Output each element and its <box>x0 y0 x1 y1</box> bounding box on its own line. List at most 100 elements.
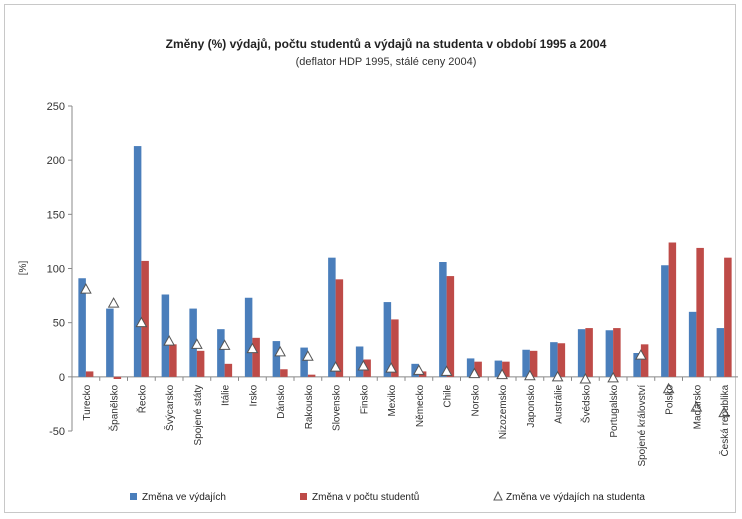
bar-students <box>529 350 538 377</box>
legend-swatch <box>493 490 503 501</box>
bar-students <box>557 343 566 377</box>
bar-expenditure <box>605 330 614 377</box>
bar-expenditure <box>217 329 225 377</box>
marker-per-student <box>163 335 175 346</box>
bar-students <box>668 242 677 377</box>
bar-expenditure <box>383 302 392 377</box>
marker-per-student <box>468 367 481 379</box>
marker-per-student <box>218 339 231 350</box>
x-category-label: Norsko <box>470 384 481 416</box>
marker-per-student <box>496 368 508 380</box>
marker-per-student <box>551 370 564 382</box>
chart-frame <box>4 4 736 513</box>
x-category-label: Dánsko <box>276 384 287 418</box>
x-category-label: Nizozemsko <box>498 384 509 439</box>
bar-expenditure <box>688 311 697 377</box>
y-tick-label: 250 <box>47 101 65 113</box>
bar-expenditure <box>439 262 447 377</box>
bar-expenditure <box>328 257 336 377</box>
bar-expenditure <box>661 265 669 377</box>
bar-students <box>85 371 94 377</box>
bar-expenditure <box>716 328 725 377</box>
marker-per-student <box>274 345 286 357</box>
bar-expenditure <box>300 347 308 377</box>
marker-per-student <box>607 371 619 383</box>
plot-area: -50 0 50 100 150 200 250 Turecko Španělsko Řecko Š… <box>47 101 738 467</box>
marker-per-student <box>579 372 592 384</box>
x-category-label: Austrálie <box>554 384 565 423</box>
marker-per-student <box>107 297 120 308</box>
legend-label: Změna ve výdajích <box>142 492 226 503</box>
x-category-label: Portugalsko <box>609 384 620 437</box>
bar-students <box>474 361 482 377</box>
marker-per-student <box>246 342 259 354</box>
bar-students <box>613 328 621 377</box>
marker-per-student <box>80 283 92 294</box>
chart-title: Změny (%) výdajů, počtu studentů a výdaj… <box>166 37 607 51</box>
bar-expenditure <box>633 353 641 377</box>
bar-students <box>224 363 233 377</box>
bar-expenditure <box>355 346 364 377</box>
y-tick-label: 0 <box>59 372 65 384</box>
bar-students <box>640 344 649 377</box>
marker-per-student <box>302 350 314 361</box>
x-category-label: Španělsko <box>108 384 121 431</box>
bar-expenditure <box>411 363 419 377</box>
marker-per-student <box>690 401 703 412</box>
marker-per-student <box>440 365 453 376</box>
legend-label: Změna ve výdajích na studenta <box>506 492 645 503</box>
bar-expenditure <box>466 358 475 377</box>
bar-students <box>141 260 149 377</box>
y-axis-label: [%] <box>18 261 29 276</box>
x-category-label: Turecko <box>82 384 93 420</box>
bar-expenditure <box>272 341 281 377</box>
x-category-label: Rakousko <box>304 384 315 429</box>
bar-students <box>696 247 704 377</box>
marker-per-student <box>524 369 536 381</box>
x-category-label: Mexiko <box>387 384 398 416</box>
y-tick-label: -50 <box>49 426 65 438</box>
marker-per-student <box>413 364 425 375</box>
bar-expenditure <box>550 342 558 377</box>
x-category-label: Itálie <box>221 384 232 406</box>
bar-students <box>502 361 510 377</box>
x-category-label: Chile <box>443 384 454 407</box>
bar-students <box>280 369 288 377</box>
x-category-label: Řecko <box>135 384 148 413</box>
x-category-label: Polsko <box>665 384 676 414</box>
bar-expenditure <box>106 308 114 377</box>
y-tick-label: 150 <box>47 209 65 221</box>
bar-expenditure <box>522 349 530 377</box>
x-category-label: Česká republika <box>718 384 731 456</box>
bar-expenditure <box>189 308 197 377</box>
x-category-label: Švédsko <box>579 384 592 423</box>
x-category-label: Irsko <box>248 384 259 406</box>
marker-per-student <box>662 382 675 394</box>
bar-expenditure <box>133 146 142 377</box>
bar-students <box>196 350 205 377</box>
marker-per-student <box>135 316 148 328</box>
x-category-label: Spojené státy <box>193 385 204 446</box>
bar-students <box>335 279 344 377</box>
legend: Změna ve výdajích Změna v počtu studentů Z… <box>130 490 645 503</box>
bar-expenditure <box>244 297 253 377</box>
legend-label: Změna v počtu studentů <box>312 491 419 503</box>
bar-students <box>446 276 455 377</box>
marker-per-student <box>718 406 730 418</box>
chart-subtitle: (deflator HDP 1995, stálé ceny 2004) <box>296 56 477 68</box>
y-tick-label: 200 <box>47 155 65 167</box>
bar-students <box>113 376 122 379</box>
bar-expenditure <box>78 278 86 377</box>
x-category-label: Japonsko <box>526 384 537 427</box>
x-category-label: Spojené království <box>637 385 648 467</box>
marker-per-student <box>191 338 203 349</box>
x-category-label: Německo <box>415 384 426 427</box>
bar-students <box>169 344 177 377</box>
marker-per-student <box>635 349 647 360</box>
bar-expenditure <box>161 294 170 377</box>
x-category-label: Maďarsko <box>692 384 703 429</box>
marker-per-student <box>329 361 342 372</box>
bar-students <box>307 374 316 377</box>
legend-swatch <box>130 493 137 500</box>
